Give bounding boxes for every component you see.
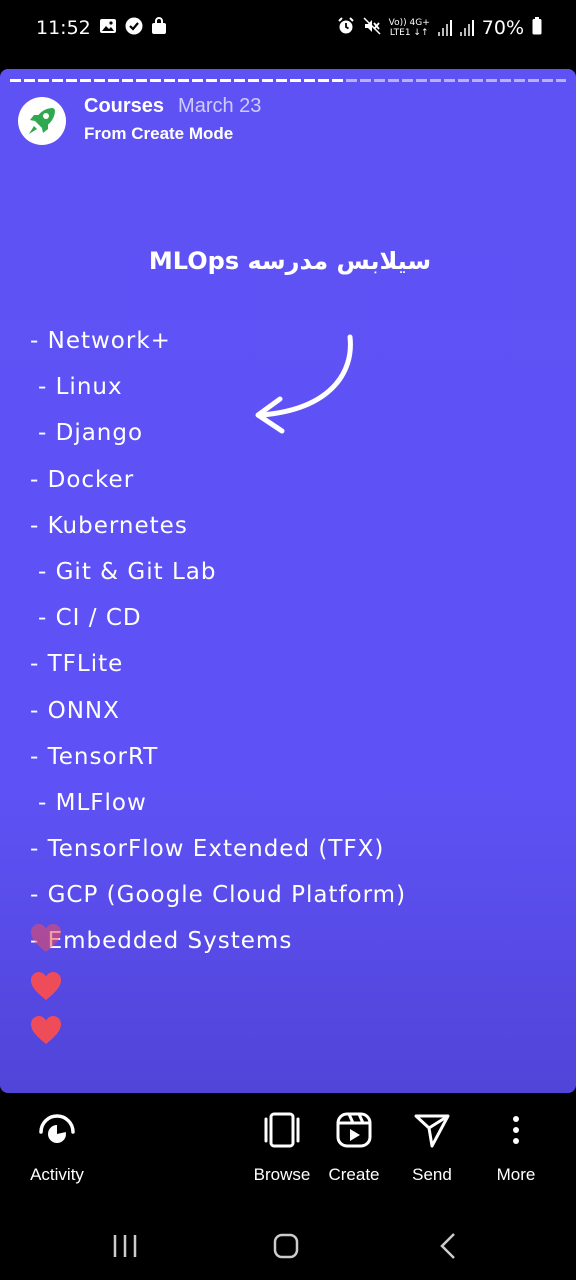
syllabus-list: - Network+ - Linux - Django - Docker - Kuber…: [30, 325, 550, 972]
heart-icon: [31, 972, 61, 1000]
more-icon: [513, 1116, 519, 1144]
activity-label: Activity: [30, 1165, 84, 1184]
create-button[interactable]: Create: [309, 1105, 399, 1185]
more-label: More: [496, 1165, 536, 1184]
send-button[interactable]: Send: [387, 1105, 477, 1185]
syllabus-item: - ONNX: [30, 697, 120, 724]
syllabus-item: - Embedded Systems: [30, 928, 293, 955]
syllabus-item: - MLFlow: [38, 789, 147, 816]
more-button[interactable]: More: [471, 1105, 561, 1185]
heart-icon: [31, 924, 61, 952]
reels-icon: [336, 1112, 372, 1148]
mute-icon: [363, 17, 381, 39]
syllabus-item: - TensorFlow Extended (TFX): [30, 836, 385, 863]
browse-button[interactable]: Browse: [237, 1105, 327, 1185]
activity-icon: [39, 1114, 75, 1143]
system-navigation-bar: [0, 1213, 576, 1280]
heart-icon: [31, 1016, 61, 1044]
network-sub: LTE1 ↓↑: [389, 28, 429, 38]
send-icon: [414, 1114, 450, 1148]
gallery-icon: [99, 18, 117, 38]
send-label: Send: [412, 1165, 452, 1184]
status-bar: 11:52 Vo)) 4G+ LTE1 ↓↑ 70%: [0, 0, 576, 56]
network-indicator: Vo)) 4G+ LTE1 ↓↑: [389, 18, 430, 38]
arrow-icon: [255, 334, 353, 434]
syllabus-item: - Git & Git Lab: [38, 558, 217, 585]
syllabus-item: - Network+: [30, 328, 171, 354]
syllabus-item: - TFLite: [30, 651, 124, 678]
home-icon[interactable]: [271, 1231, 301, 1261]
story-progress-fill: [10, 79, 344, 82]
syllabus-item: - Linux: [38, 374, 123, 401]
network-type: Vo)) 4G+: [388, 18, 430, 28]
shopping-bag-icon: [151, 17, 167, 39]
syllabus-item: - CI / CD: [38, 605, 142, 632]
signal-icon-2: [459, 20, 474, 36]
story-card[interactable]: Courses March 23 From Create Mode سیلابس…: [0, 69, 576, 1093]
alarm-icon: [337, 17, 355, 39]
story-subtitle: From Create Mode: [84, 124, 234, 143]
rocket-icon: [29, 108, 55, 134]
story-action-bar: Activity Browse Create Send: [0, 1093, 576, 1213]
signal-icon: [437, 20, 452, 36]
account-info[interactable]: Courses March 23 From Create Mode: [84, 95, 261, 144]
syllabus-item: - GCP (Google Cloud Platform): [30, 882, 407, 909]
syllabus-item: - Django: [38, 420, 144, 447]
battery-icon: [532, 17, 542, 39]
browse-icon: [264, 1112, 300, 1148]
back-icon[interactable]: [434, 1231, 464, 1261]
recents-icon[interactable]: [110, 1231, 140, 1261]
account-name[interactable]: Courses: [84, 95, 165, 117]
browse-label: Browse: [253, 1165, 311, 1184]
syllabus-item: - Kubernetes: [30, 512, 188, 539]
shield-icon: [125, 17, 143, 39]
activity-button[interactable]: Activity: [12, 1105, 102, 1185]
create-label: Create: [328, 1165, 380, 1184]
status-time: 11:52: [36, 17, 91, 39]
battery-percent: 70%: [481, 17, 524, 39]
story-progress-bar: [10, 79, 566, 82]
story-date: March 23: [178, 95, 262, 117]
syllabus-item: - TensorRT: [30, 743, 159, 770]
avatar[interactable]: [18, 97, 66, 145]
syllabus-item: - Docker: [30, 466, 135, 493]
story-title: سیلابس مدرسه MLOps: [148, 247, 432, 275]
